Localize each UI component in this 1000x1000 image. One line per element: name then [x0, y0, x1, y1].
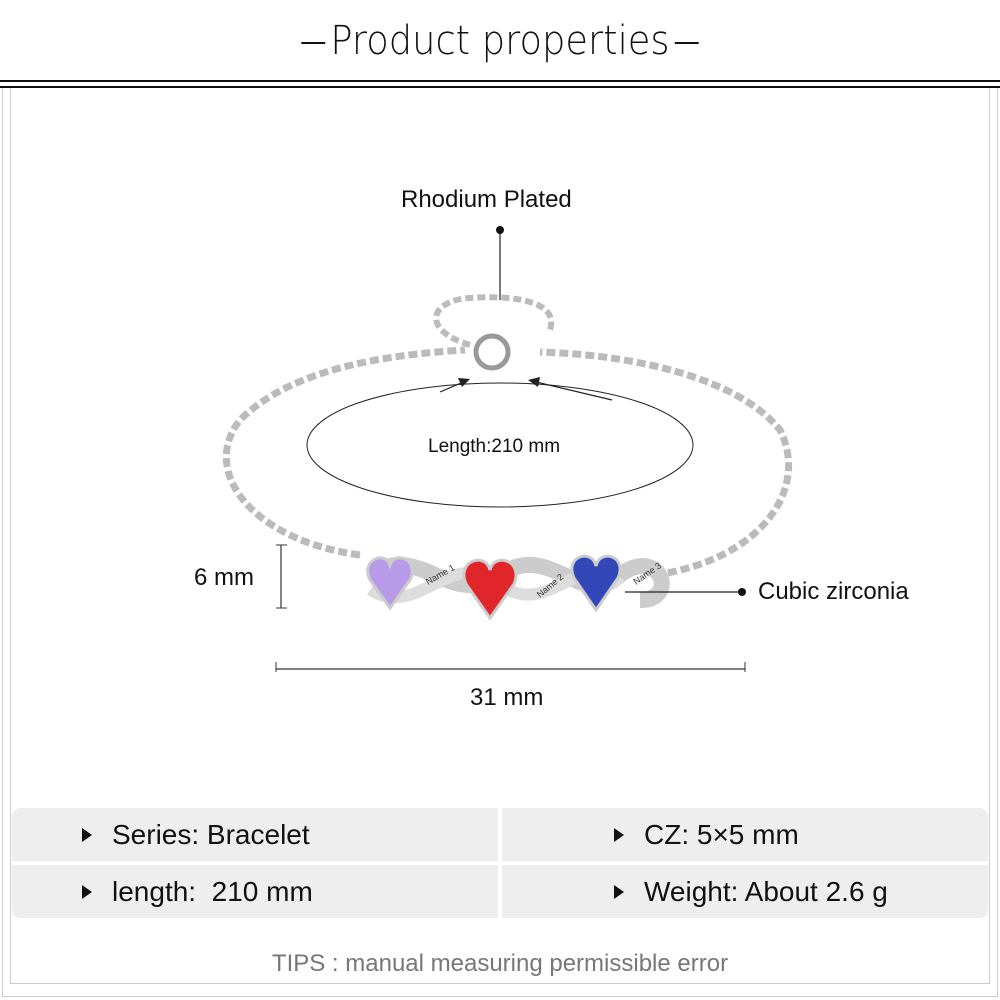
rhodium-pointer-dot [496, 226, 504, 234]
arrow-left-head [458, 378, 470, 387]
rhodium-label: Rhodium Plated [401, 186, 572, 213]
spec-text: CZ: 5×5 mm [644, 818, 799, 850]
spec-series: Series: Bracelet [12, 808, 498, 861]
arrow-right [531, 380, 613, 401]
inner-frame [10, 88, 990, 984]
chain-right [539, 348, 793, 579]
spec-weight: Weight: About 2.6 g [502, 865, 988, 918]
spec-length: length: 210 mm [12, 865, 498, 918]
outer-frame [2, 88, 998, 997]
page-title: Product properties [40, 18, 960, 64]
infinity-band [365, 556, 670, 608]
title-dash-right [675, 42, 700, 44]
bullet-triangle-icon [82, 827, 92, 842]
spec-text: Series: Bracelet [112, 818, 310, 850]
divider [0, 86, 1000, 88]
chain-extender [433, 294, 555, 348]
bullet-triangle-icon [614, 884, 624, 899]
heart-stone-red [462, 558, 518, 621]
heart-stone-purple [366, 556, 414, 611]
tips-note: TIPS : manual measuring permissible erro… [271, 950, 729, 977]
title-text: Product properties [330, 18, 670, 64]
stone-label: Cubic zirconia [758, 578, 909, 605]
title-dash-left [300, 42, 325, 44]
length-label: Length:210 mm [428, 436, 561, 457]
height-label: 6 mm [194, 564, 254, 591]
spec-text: Weight: About 2.6 g [644, 875, 888, 907]
spec-cz: CZ: 5×5 mm [502, 808, 988, 861]
length-ellipse [306, 382, 694, 508]
width-label: 31 mm [470, 684, 544, 711]
bullet-triangle-icon [82, 884, 92, 899]
stone-pointer-dot [738, 588, 746, 596]
spec-table: Series: Bracelet CZ: 5×5 mm length: 210 … [12, 808, 988, 918]
heart-stone-blue [570, 554, 622, 613]
bullet-triangle-icon [614, 827, 624, 842]
arrow-right-head [528, 377, 540, 387]
clasp [473, 333, 511, 371]
spec-text: length: 210 mm [112, 875, 313, 907]
divider [0, 80, 1000, 82]
